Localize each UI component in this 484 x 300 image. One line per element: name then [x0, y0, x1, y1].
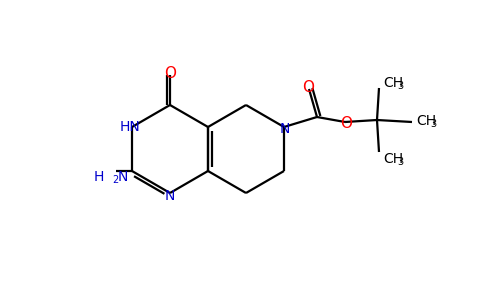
Text: 2: 2 — [112, 175, 118, 185]
Text: O: O — [302, 80, 314, 94]
Text: CH: CH — [416, 114, 436, 128]
Text: 3: 3 — [397, 81, 403, 91]
Text: N: N — [280, 122, 290, 136]
Text: N: N — [118, 170, 128, 184]
Text: CH: CH — [383, 76, 403, 90]
Text: HN: HN — [120, 120, 140, 134]
Text: 3: 3 — [397, 157, 403, 167]
Text: 3: 3 — [430, 119, 436, 129]
Text: CH: CH — [383, 152, 403, 166]
Text: O: O — [164, 65, 176, 80]
Text: H: H — [93, 170, 104, 184]
Text: O: O — [340, 116, 352, 131]
Text: N: N — [165, 189, 175, 203]
